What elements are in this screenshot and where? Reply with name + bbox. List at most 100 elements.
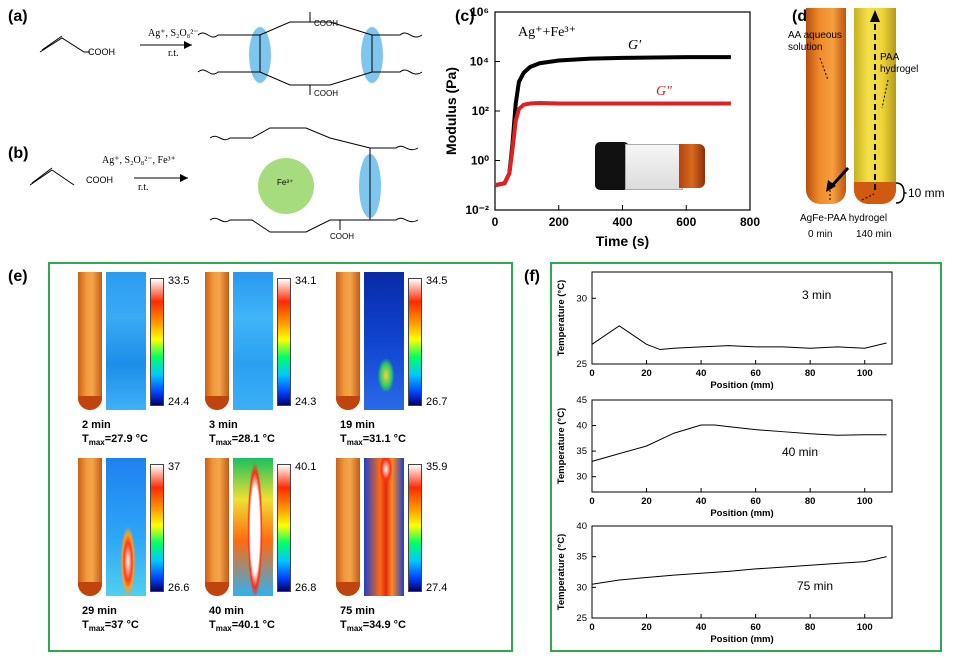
y-tick-label: 10² <box>472 104 489 118</box>
x-tick-label: 80 <box>805 496 816 507</box>
thermal-image <box>106 272 146 410</box>
colorbar-min: 27.4 <box>426 582 448 594</box>
a-cooh-bottom: COOH <box>314 89 338 98</box>
panel-f-frame <box>550 262 942 652</box>
y-tick-label: 25 <box>576 359 587 370</box>
y-tick-label: 30 <box>576 582 587 593</box>
colorbar <box>408 278 422 406</box>
plot-frame <box>591 399 893 493</box>
thermal-caption: 40 min Tmax=40.1 °C <box>209 605 275 634</box>
y-tick-label: 40 <box>576 421 587 432</box>
x-axis-label: Position (mm) <box>710 634 773 645</box>
y-tick-label: 30 <box>576 472 587 483</box>
colorbar-max: 34.5 <box>426 275 448 287</box>
a-reagent-top: Ag⁺, S₂O₈²⁻ <box>148 28 199 39</box>
thermal-image <box>364 458 404 596</box>
x-tick-label: 0 <box>589 368 594 379</box>
a-reactant: COOH <box>88 47 115 57</box>
temperature-line <box>591 325 887 351</box>
x-tick-label: 600 <box>676 215 696 229</box>
x-tick-label: 200 <box>549 215 569 229</box>
panel-a-label: (a) <box>8 8 28 25</box>
colorbar-min: 26.6 <box>168 582 190 594</box>
x-axis-label: Position (mm) <box>710 380 773 391</box>
profile-time-label: 75 min <box>797 579 833 593</box>
photo-tube <box>78 458 102 596</box>
x-tick-label: 100 <box>857 368 873 379</box>
plot-frame <box>591 525 893 619</box>
photo-tube <box>336 272 360 410</box>
panel-f-label: (f) <box>524 268 540 285</box>
thermal-image <box>233 458 273 596</box>
colorbar-max: 37 <box>168 461 181 473</box>
series-line-gdoubleprime <box>494 101 731 188</box>
y-axis-label: Temperature (°C) <box>556 280 567 356</box>
photo-tube <box>78 272 102 410</box>
temperature-line <box>591 424 887 462</box>
colorbar <box>277 278 291 406</box>
profile-time-label: 3 min <box>802 288 831 302</box>
colorbar-min: 24.4 <box>168 396 190 408</box>
b-cooh-bottom: COOH <box>330 232 354 241</box>
x-tick-label: 60 <box>750 622 761 633</box>
d-t0: 0 min <box>808 229 833 240</box>
x-axis-label: Position (mm) <box>710 508 773 519</box>
panel-b-label: (b) <box>8 145 29 162</box>
colorbar <box>150 464 164 592</box>
thermal-image <box>106 458 146 596</box>
x-tick-label: 0 <box>589 496 594 507</box>
thermal-caption: 3 min Tmax=28.1 °C <box>209 419 275 448</box>
x-tick-label: 40 <box>696 622 707 633</box>
x-tick-label: 800 <box>740 215 760 229</box>
vial-photo <box>595 138 705 194</box>
x-tick-label: 20 <box>641 496 652 507</box>
b-reagent-top: Ag⁺, S₂O₈²⁻, Fe³⁺ <box>102 155 176 166</box>
colorbar-max: 34.1 <box>295 275 317 287</box>
y-tick-label: 30 <box>576 293 587 304</box>
colorbar-max: 40.1 <box>295 461 317 473</box>
y-axis-label: Temperature (°C) <box>556 408 567 484</box>
d-dim-label: 10 mm <box>908 186 945 200</box>
c-gdoubleprime-label: G″ <box>656 84 672 99</box>
modulus-chart: 0 200 400 600 800 10⁻² 10⁰ 10² 10⁴ 10⁶ Time (s) Mod… <box>443 5 760 249</box>
y-tick-label: 10⁶ <box>470 5 489 19</box>
photo-tube <box>205 458 229 596</box>
x-tick-label: 0 <box>589 622 594 633</box>
profile-time-label: 40 min <box>782 445 818 459</box>
x-tick-label: 100 <box>857 622 873 633</box>
x-tick-label: 400 <box>612 215 632 229</box>
b-fe: Fe³⁺ <box>277 178 294 187</box>
d-arrows <box>819 10 907 204</box>
thermal-caption: 2 min Tmax=27.9 °C <box>82 419 148 448</box>
thermal-image <box>364 272 404 410</box>
colorbar-min: 24.3 <box>295 396 317 408</box>
d-paa-label: PAA hydrogel <box>880 52 919 75</box>
x-tick-label: 60 <box>750 368 761 379</box>
colorbar <box>408 464 422 592</box>
a-reagent-bottom: r.t. <box>168 48 179 59</box>
thermal-image <box>233 272 273 410</box>
x-tick-label: 80 <box>805 622 816 633</box>
y-axis-label: Temperature (°C) <box>556 534 567 610</box>
d-aa-label: AA aqueous solution <box>788 30 842 53</box>
scheme-a <box>39 12 423 95</box>
c-legend: Ag⁺+Fe³⁺ <box>518 25 576 40</box>
panel-c-label: (c) <box>455 8 475 25</box>
x-tick-label: 40 <box>696 496 707 507</box>
a-cooh-top: COOH <box>314 19 338 28</box>
y-tick-label: 35 <box>576 446 587 457</box>
d-t1: 140 min <box>856 229 892 240</box>
temperature-line <box>591 556 887 585</box>
colorbar-max: 33.5 <box>168 275 190 287</box>
x-tick-label: 100 <box>857 496 873 507</box>
y-tick-label: 10⁴ <box>470 55 489 69</box>
y-tick-label: 35 <box>576 552 587 563</box>
tube-d-0min <box>806 8 846 204</box>
colorbar <box>150 278 164 406</box>
y-tick-label: 45 <box>576 395 587 406</box>
panel-e-frame <box>48 262 513 652</box>
colorbar-min: 26.8 <box>295 582 317 594</box>
colorbar-max: 35.9 <box>426 461 448 473</box>
y-tick-label: 10⁰ <box>471 154 489 168</box>
x-tick-label: 20 <box>641 622 652 633</box>
